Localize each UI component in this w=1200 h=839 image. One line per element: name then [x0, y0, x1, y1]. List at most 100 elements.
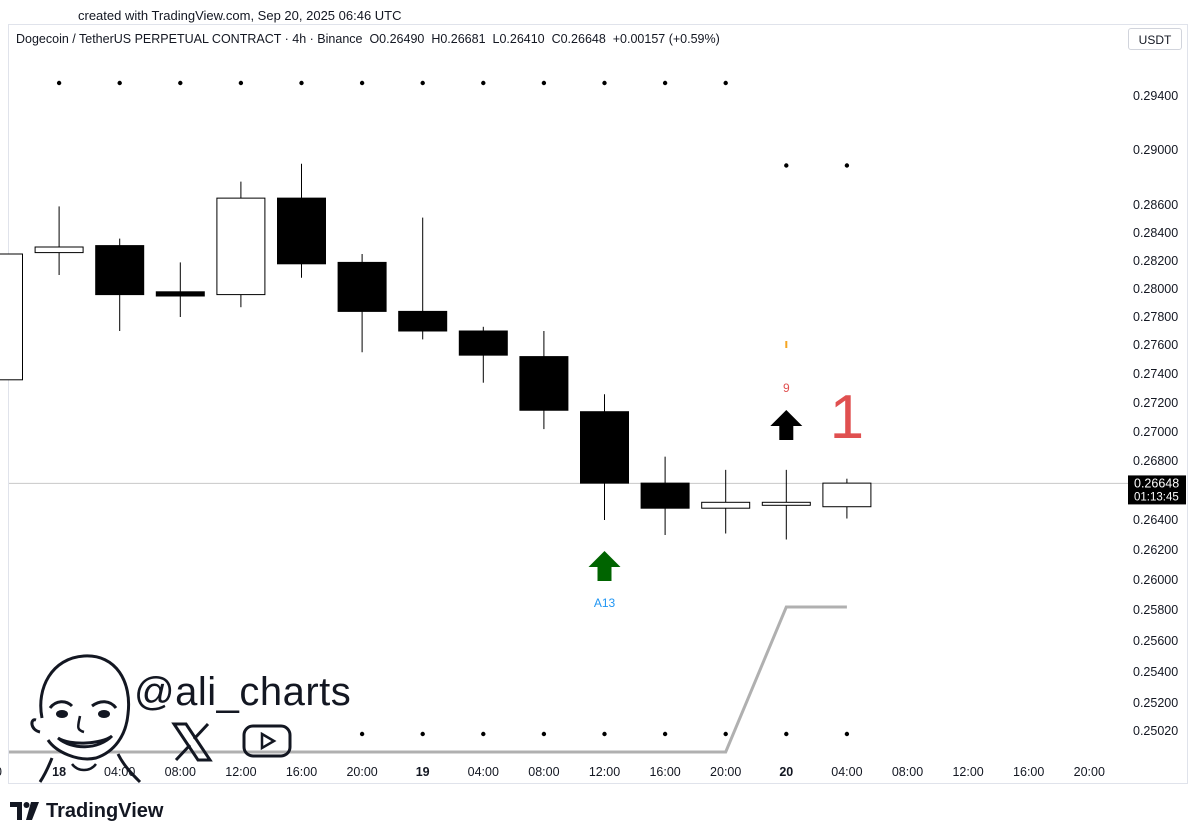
dot-marker: [723, 80, 728, 86]
x-tick-label: 04:00: [831, 765, 862, 779]
stop-line: [9, 605, 847, 754]
open-value: 0.26490: [379, 32, 425, 46]
candle-body: [822, 482, 872, 508]
countdown-label: 01:13:45: [1134, 491, 1179, 503]
x-tick-label: 0: [0, 765, 2, 779]
y-tick-label: 0.28000: [1133, 282, 1178, 296]
dot-marker: [541, 80, 547, 86]
y-tick-label: 0.27400: [1133, 367, 1178, 381]
last-price-label: 0.26648: [1134, 476, 1179, 490]
candle-body: [761, 501, 811, 506]
dot-marker: [359, 731, 365, 737]
buy-signal-arrow: [588, 551, 621, 581]
candle-body: [277, 197, 326, 265]
x-tick-label: 16:00: [649, 765, 680, 779]
y-tick-label: 0.27200: [1133, 396, 1178, 410]
y-tick-label: 0.26200: [1133, 543, 1178, 557]
candle-body: [580, 411, 629, 484]
setup-signal-arrow: [770, 410, 803, 440]
candle-body: [34, 246, 84, 254]
dot-marker: [662, 731, 668, 737]
x-tick-label: 12:00: [225, 765, 256, 779]
y-tick-label: 0.25400: [1133, 665, 1178, 679]
exchange: Binance: [317, 32, 363, 46]
x-logo-icon: [171, 722, 213, 762]
candle-body: [398, 310, 448, 332]
x-tick-label: 19: [416, 765, 430, 779]
dot-marker: [844, 731, 850, 737]
setup-count-label: 9: [783, 381, 790, 395]
candle-body: [337, 261, 387, 312]
x-tick-label: 16:00: [1013, 765, 1044, 779]
candle-body: [0, 253, 23, 381]
low-value: 0.26410: [499, 32, 545, 46]
dot-marker: [238, 80, 244, 86]
tradingview-wordmark: TradingView: [46, 799, 164, 822]
dot-marker: [56, 80, 62, 86]
x-tick-label: 08:00: [165, 765, 196, 779]
candle-body: [458, 330, 508, 356]
high-label: H: [431, 32, 441, 46]
dot-marker: [784, 731, 789, 737]
y-tick-label: 0.27600: [1133, 338, 1178, 352]
y-tick-label: 0.28600: [1133, 198, 1178, 212]
symbol-header: Dogecoin / TetherUS PERPETUAL CONTRACT ·…: [16, 32, 720, 46]
y-tick-label: 0.29400: [1133, 89, 1178, 103]
dot-marker: [602, 80, 607, 86]
header-sep: ·: [284, 32, 293, 46]
y-tick-label: 0.26800: [1133, 454, 1178, 468]
candle-body: [95, 245, 145, 296]
close-value: 0.26648: [560, 32, 606, 46]
y-tick-label: 0.26400: [1133, 513, 1178, 527]
watermark-handle: @ali_charts: [134, 670, 352, 714]
y-tick-label: 0.27000: [1133, 425, 1178, 439]
avatar-caricature: [30, 654, 142, 784]
y-tick-label: 0.27800: [1133, 310, 1178, 324]
dot-marker: [117, 80, 122, 86]
candle-body: [519, 356, 569, 411]
buy-signal-label: A13: [594, 596, 616, 610]
dot-marker: [662, 80, 668, 86]
dot-marker: [602, 731, 607, 737]
y-tick-label: 0.26000: [1133, 573, 1178, 587]
dot-marker: [420, 80, 425, 86]
dot-marker: [784, 163, 789, 168]
currency-button[interactable]: USDT: [1128, 28, 1182, 50]
x-tick-label: 20: [779, 765, 793, 779]
high-value: 0.26681: [440, 32, 486, 46]
header-sep: ·: [309, 32, 318, 46]
x-tick-label: 04:00: [468, 765, 499, 779]
x-tick-label: 18: [52, 765, 66, 779]
dot-marker: [723, 731, 728, 737]
dot-marker: [178, 80, 183, 86]
tradingview-logo[interactable]: TradingView: [10, 798, 163, 824]
close-label: C: [551, 32, 561, 46]
x-tick-label: 08:00: [528, 765, 559, 779]
x-tick-label: 16:00: [286, 765, 317, 779]
dot-marker: [299, 80, 304, 86]
y-tick-label: 0.25020: [1133, 724, 1178, 738]
x-tick-label: 20:00: [710, 765, 741, 779]
created-with-text: created with TradingView.com, Sep 20, 20…: [78, 8, 402, 23]
dot-marker: [481, 80, 486, 86]
y-tick-label: 0.25200: [1133, 696, 1178, 710]
candle-body: [640, 482, 690, 509]
youtube-icon: [242, 724, 292, 758]
interval[interactable]: 4h: [292, 32, 307, 46]
x-tick-label: 12:00: [952, 765, 983, 779]
dot-marker: [481, 731, 486, 737]
y-tick-label: 0.25800: [1133, 603, 1178, 617]
x-tick-label: 20:00: [1074, 765, 1105, 779]
chart-frame: [8, 24, 1188, 784]
dot-marker: [541, 731, 547, 737]
y-tick-label: 0.29000: [1133, 143, 1178, 157]
y-tick-label: 0.28200: [1133, 254, 1178, 268]
y-tick-label: 0.25600: [1133, 634, 1178, 648]
count-marker: 1: [830, 383, 864, 452]
x-tick-label: 08:00: [892, 765, 923, 779]
open-label: O: [369, 32, 380, 46]
symbol-name[interactable]: Dogecoin / TetherUS PERPETUAL CONTRACT: [16, 32, 282, 46]
last-price-label-bg: [1128, 475, 1186, 505]
x-tick-label: 20:00: [346, 765, 377, 779]
